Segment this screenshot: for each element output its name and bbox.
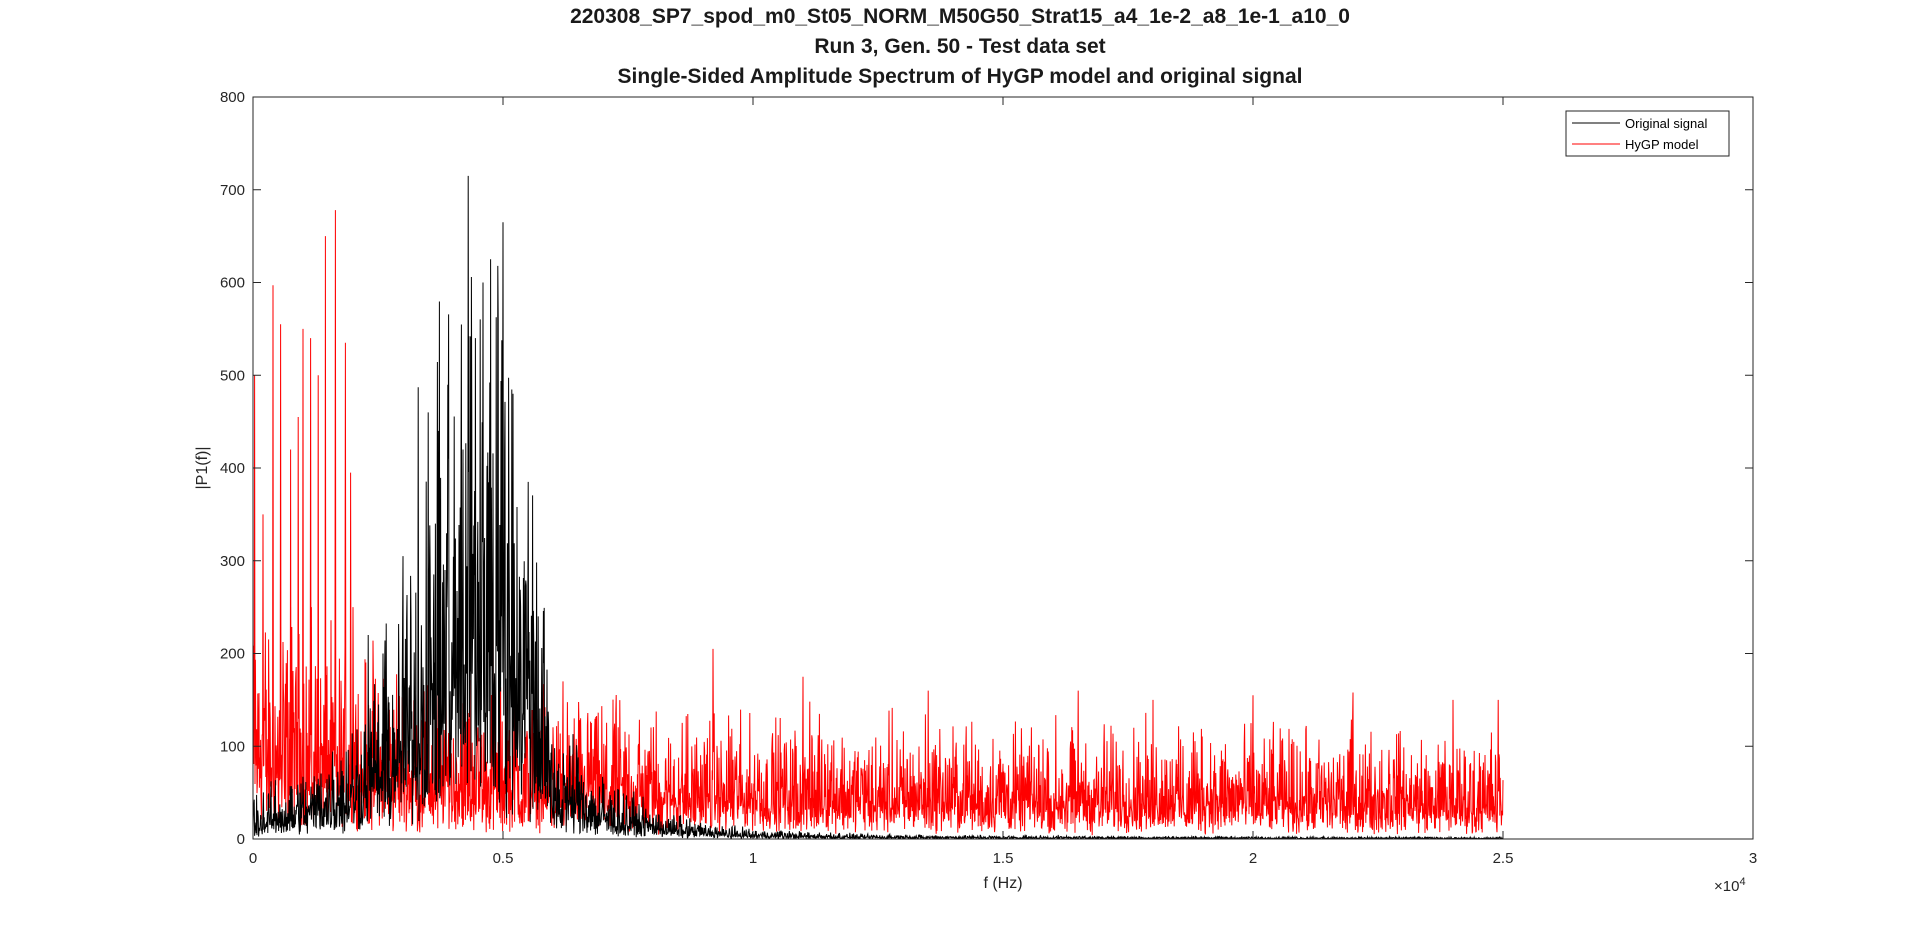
x-tick-label: 1.5 [993, 850, 1014, 867]
x-tick-label: 2 [1249, 850, 1257, 867]
legend: Original signal HyGP model [1565, 110, 1730, 157]
series-line-hygp-model [253, 210, 1504, 836]
y-tick-label: 600 [220, 275, 245, 292]
y-tick-label: 800 [220, 89, 245, 106]
y-tick-label: 300 [220, 553, 245, 570]
x-tick-label: 3 [1749, 850, 1757, 867]
chart-title-line-3: Single-Sided Amplitude Spectrum of HyGP … [617, 65, 1303, 88]
legend-label-original-signal: Original signal [1625, 116, 1707, 131]
chart-title-line-2: Run 3, Gen. 50 - Test data set [814, 35, 1106, 58]
x-tick-label: 0 [249, 850, 257, 867]
y-tick-label: 100 [220, 738, 245, 755]
y-tick-label: 200 [220, 646, 245, 663]
y-tick-label: 700 [220, 182, 245, 199]
series-line-original-signal [253, 175, 1503, 839]
x-exponent-power: 4 [1739, 876, 1745, 888]
y-tick-label: 0 [237, 831, 245, 848]
legend-box [1565, 110, 1730, 157]
y-axis-label: |P1(f)| [194, 447, 211, 490]
x-tick-label: 1 [749, 850, 757, 867]
y-tick-label: 500 [220, 367, 245, 384]
y-tick-label: 400 [220, 460, 245, 477]
chart-title-line-1: 220308_SP7_spod_m0_St05_NORM_M50G50_Stra… [570, 5, 1350, 28]
x-tick-label: 0.5 [493, 850, 514, 867]
x-exponent-base: ×10 [1714, 878, 1739, 895]
x-exponent-label: ×104 [1714, 876, 1746, 895]
x-axis-label: f (Hz) [983, 875, 1022, 892]
legend-label-hygp-model: HyGP model [1625, 137, 1699, 152]
x-tick-label: 2.5 [1493, 850, 1514, 867]
